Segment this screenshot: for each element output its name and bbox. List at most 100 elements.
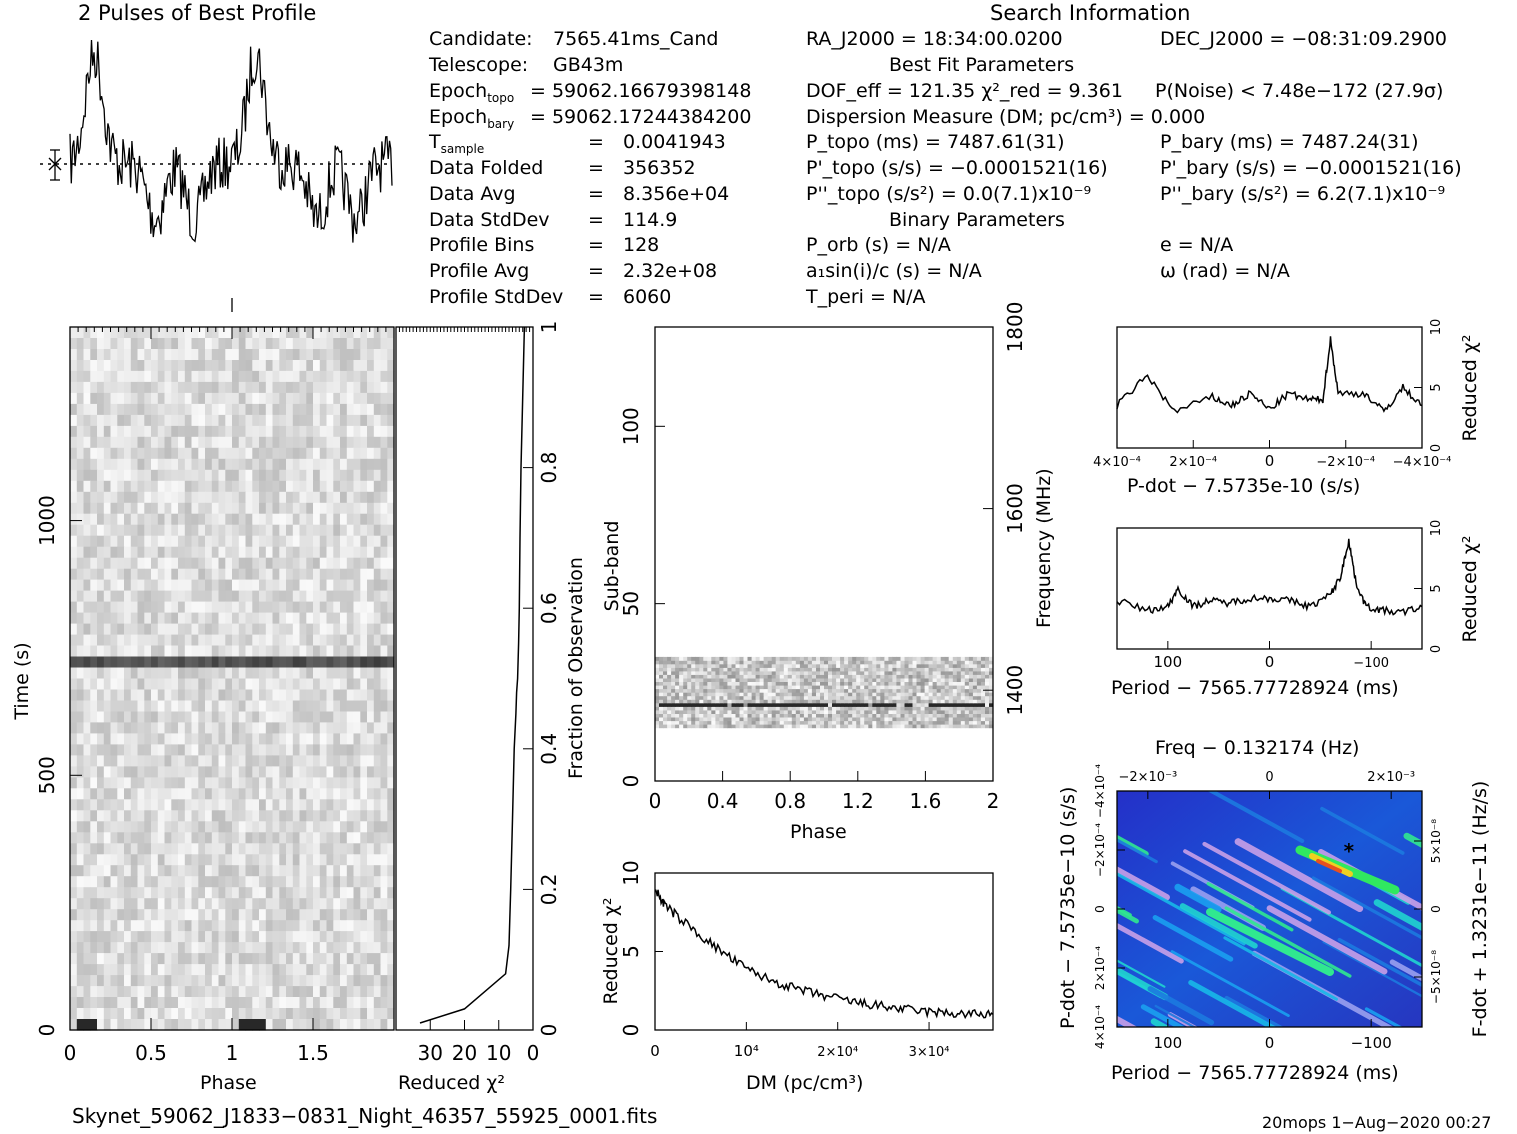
time-phase-cell [327, 712, 334, 724]
time-phase-cell [279, 547, 286, 559]
time-phase-cell [252, 733, 259, 745]
time-phase-cell [340, 997, 347, 1009]
time-phase-cell [266, 602, 273, 614]
subband-cell [917, 707, 922, 711]
time-phase-cell [239, 909, 246, 921]
time-phase-cell [111, 854, 118, 866]
subband-cell [985, 696, 990, 700]
time-phase-cell [286, 733, 293, 745]
time-phase-cell [225, 360, 232, 372]
subband-cell [949, 685, 954, 689]
subband-cell [921, 668, 926, 672]
subband-cell [828, 714, 833, 718]
subband-cell [909, 664, 914, 668]
time-phase-cell [158, 580, 165, 592]
time-phase-cell [320, 580, 327, 592]
time-phase-cell [374, 788, 381, 800]
subband-cell [659, 692, 664, 696]
time-phase-cell [144, 799, 151, 811]
time-phase-cell [138, 371, 145, 383]
time-phase-cell [306, 503, 313, 515]
time-phase-cell [327, 470, 334, 482]
time-phase-cell [306, 788, 313, 800]
time-phase-cell [192, 766, 199, 778]
time-phase-cell [306, 701, 313, 713]
time-phase-cell [117, 437, 124, 449]
time-phase-cell [266, 679, 273, 691]
time-phase-cell [70, 459, 77, 471]
subband-cell [655, 692, 660, 696]
time-phase-cell [219, 799, 226, 811]
subband-cell [872, 689, 877, 693]
time-phase-cell [138, 821, 145, 833]
time-phase-cell [84, 591, 91, 603]
time-phase-cell [252, 371, 259, 383]
subband-cell [804, 685, 809, 689]
time-phase-cell [340, 602, 347, 614]
subband-cell [832, 668, 837, 672]
time-phase-cell [320, 624, 327, 636]
time-phase-cell [340, 712, 347, 724]
time-phase-cell [381, 591, 388, 603]
time-phase-cell [70, 832, 77, 844]
subband-cell [683, 710, 688, 714]
time-phase-cell [273, 744, 280, 756]
time-phase-cell [293, 481, 300, 493]
subband-cell [905, 724, 910, 728]
time-phase-cell [273, 514, 280, 526]
time-phase-cell [178, 470, 185, 482]
time-phase-cell [77, 909, 84, 921]
subband-cell [905, 685, 910, 689]
time-phase-cell [212, 931, 219, 943]
time-phase-cell [333, 942, 340, 954]
time-phase-cell [70, 437, 77, 449]
time-phase-cell [111, 821, 118, 833]
time-phase-cell [111, 898, 118, 910]
time-phase-cell [185, 503, 192, 515]
subband-cell [848, 724, 853, 728]
time-phase-cell [340, 1019, 347, 1031]
time-phase-cell [381, 404, 388, 416]
subband-cell [820, 703, 825, 707]
time-phase-cell [178, 624, 185, 636]
time-phase-cell [273, 722, 280, 734]
subband-cell [760, 703, 765, 707]
subband-cell [776, 657, 781, 661]
subband-cell [671, 724, 676, 728]
time-phase-cell [300, 964, 307, 976]
time-phase-cell [70, 865, 77, 877]
time-phase-cell [90, 712, 97, 724]
time-phase-cell [333, 481, 340, 493]
time-phase-cell [90, 1008, 97, 1020]
time-phase-cell [165, 898, 172, 910]
subband-cell [780, 724, 785, 728]
subband-cell [925, 717, 930, 721]
time-phase-cell [84, 975, 91, 987]
subband-cell [715, 678, 720, 682]
time-phase-cell [219, 382, 226, 394]
time-phase-cell [340, 755, 347, 767]
subband-cell [768, 710, 773, 714]
time-phase-cell [252, 503, 259, 515]
time-phase-cell [192, 470, 199, 482]
time-phase-cell [185, 777, 192, 789]
time-phase-x-tick-label: 0.5 [135, 1041, 167, 1065]
time-phase-cell [165, 503, 172, 515]
time-phase-cell [104, 986, 111, 998]
subband-cell [768, 703, 773, 707]
time-phase-cell [246, 821, 253, 833]
time-phase-cell [131, 492, 138, 504]
time-phase-cell [117, 1008, 124, 1020]
time-phase-cell [158, 865, 165, 877]
subband-cell [764, 714, 769, 718]
time-phase-cell [360, 975, 367, 987]
subband-cell [800, 664, 805, 668]
subband-cell [836, 710, 841, 714]
subband-cell [711, 707, 716, 711]
subband-cell [732, 721, 737, 725]
time-phase-cell [266, 997, 273, 1009]
time-phase-cell [306, 755, 313, 767]
time-phase-cell [333, 525, 340, 537]
subband-cell [957, 703, 962, 707]
subband-cell [748, 696, 753, 700]
